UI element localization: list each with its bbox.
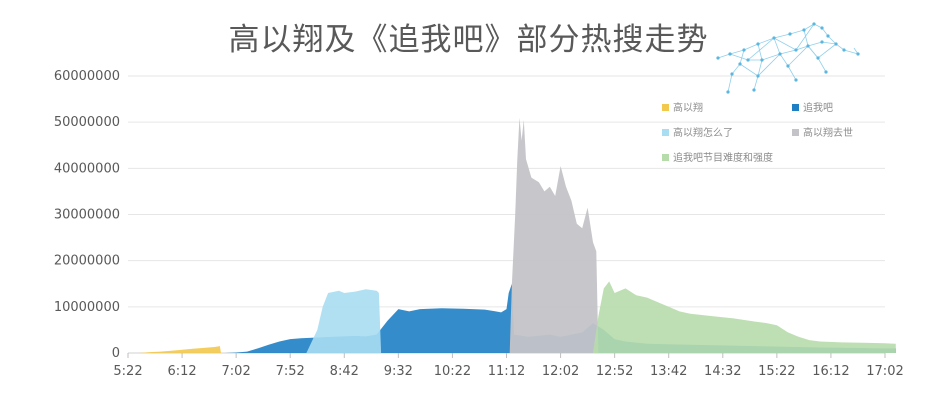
legend-label: 追我吧 [803,101,833,114]
legend-swatch [662,154,669,161]
x-tick-label: 12:02 [542,364,579,379]
x-tick-label: 16:12 [812,364,849,379]
x-tick-label: 8:42 [330,364,359,379]
legend-label: 高以翔 [673,101,703,114]
x-tick-label: 13:42 [650,364,687,379]
x-tick-label: 7:52 [276,364,305,379]
x-tick-label: 9:32 [384,364,413,379]
y-tick-label: 30000000 [54,208,120,223]
cheetah-icon [716,22,860,94]
y-tick-label: 0 [112,346,120,361]
plot-area [138,117,896,353]
y-tick-label: 10000000 [54,300,120,315]
y-tick-label: 40000000 [54,161,120,176]
x-tick-label: 17:02 [866,364,903,379]
x-tick-label: 12:52 [596,364,633,379]
x-tick-label: 7:02 [222,364,251,379]
legend-swatch [792,129,799,136]
x-tick-label: 6:12 [167,364,196,379]
y-axis: 0 10000000 20000000 30000000 40000000 5000000… [54,69,120,361]
legend-label: 高以翔怎么了 [673,126,733,139]
legend-swatch [662,104,669,111]
x-tick-label: 10:22 [434,364,471,379]
legend-swatch [792,104,799,111]
x-tick-label: 11:12 [488,364,525,379]
x-tick-label: 14:32 [704,364,741,379]
area-series-1 [138,346,221,353]
area-series-4 [509,117,599,353]
y-tick-label: 20000000 [54,254,120,269]
legend-swatch [662,129,669,136]
y-tick-label: 60000000 [54,69,120,84]
x-tick-label: 15:22 [758,364,795,379]
area-series-5 [593,281,896,353]
legend-label: 追我吧节目难度和强度 [673,151,773,164]
x-axis: 5:22 6:12 7:02 7:52 8:42 9:32 10:22 11:12 12:02 1… [113,353,904,379]
chart-title: 高以翔及《追我吧》部分热搜走势 [228,22,709,58]
x-tick-label: 5:22 [113,364,142,379]
area-series-3 [306,289,382,353]
legend-label: 高以翔去世 [803,126,853,139]
area-series-2 [225,283,896,353]
y-tick-label: 50000000 [54,115,120,130]
